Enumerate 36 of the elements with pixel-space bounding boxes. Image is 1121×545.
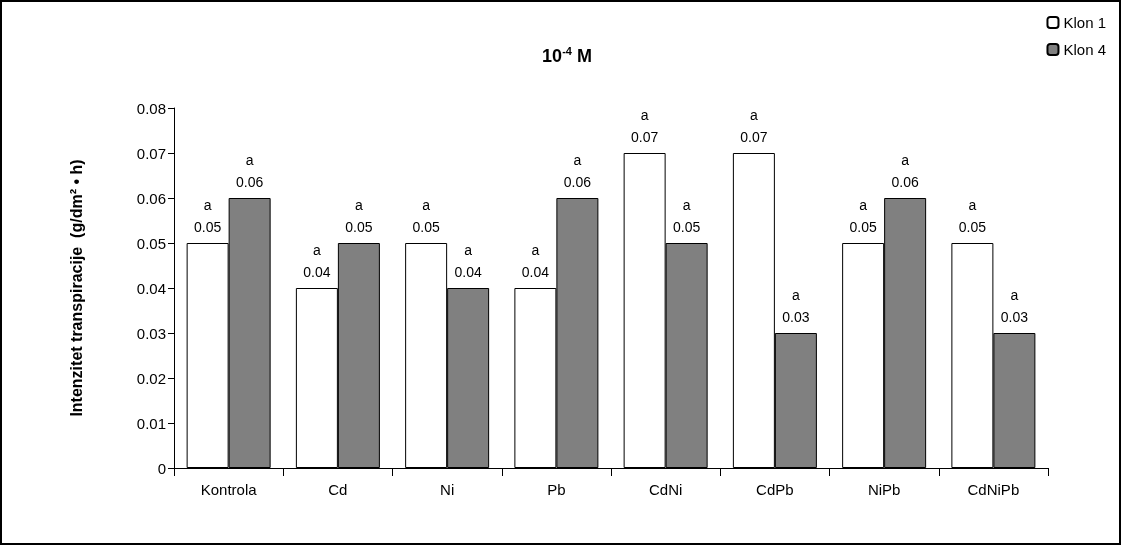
data-label: a 0.03 bbox=[1000, 287, 1029, 325]
y-tick-label: 0.02 bbox=[136, 369, 166, 387]
legend-label: Klon 1 bbox=[1063, 14, 1107, 31]
x-tick-label: CdNiPb bbox=[967, 481, 1020, 498]
y-tick-label: 0.01 bbox=[136, 414, 166, 432]
data-label: a 0.03 bbox=[782, 287, 810, 325]
data-label: a 0.04 bbox=[521, 242, 550, 280]
data-label: a 0.04 bbox=[303, 242, 331, 280]
x-tick-label: Pb bbox=[547, 481, 566, 498]
data-label: a 0.06 bbox=[563, 152, 592, 190]
x-tick-label: Ni bbox=[440, 481, 455, 498]
data-label: a 0.05 bbox=[194, 197, 222, 235]
data-label: a 0.05 bbox=[345, 197, 373, 235]
y-tick-label: 0.06 bbox=[136, 189, 166, 207]
y-tick-label: 0.03 bbox=[136, 324, 166, 342]
x-tick-label: NiPb bbox=[867, 481, 901, 498]
data-label: a 0.04 bbox=[454, 242, 482, 280]
y-tick-label: 0.08 bbox=[136, 99, 166, 117]
x-tick-label: CdNi bbox=[648, 481, 683, 498]
data-label: a 0.05 bbox=[958, 197, 987, 235]
data-label: a 0.06 bbox=[236, 152, 264, 190]
legend-label: Klon 4 bbox=[1063, 41, 1107, 58]
x-tick-label: CdPb bbox=[756, 481, 794, 498]
y-axis-title: Intenzitet transpiracije (g/dm² • h) bbox=[67, 159, 85, 417]
data-label: a 0.06 bbox=[891, 152, 919, 190]
y-tick-label: 0.05 bbox=[136, 234, 166, 252]
x-tick-label: Kontrola bbox=[200, 481, 258, 498]
data-label: a 0.07 bbox=[631, 107, 659, 145]
data-label: a 0.05 bbox=[412, 197, 440, 235]
x-tick-label: Cd bbox=[328, 481, 348, 498]
data-label: a 0.05 bbox=[849, 197, 877, 235]
data-label: a 0.07 bbox=[740, 107, 768, 145]
y-tick-label: 0.04 bbox=[136, 279, 166, 297]
data-label: a 0.05 bbox=[673, 197, 701, 235]
y-tick-label: 0.07 bbox=[136, 144, 166, 162]
y-tick-label: 0 bbox=[157, 459, 166, 477]
